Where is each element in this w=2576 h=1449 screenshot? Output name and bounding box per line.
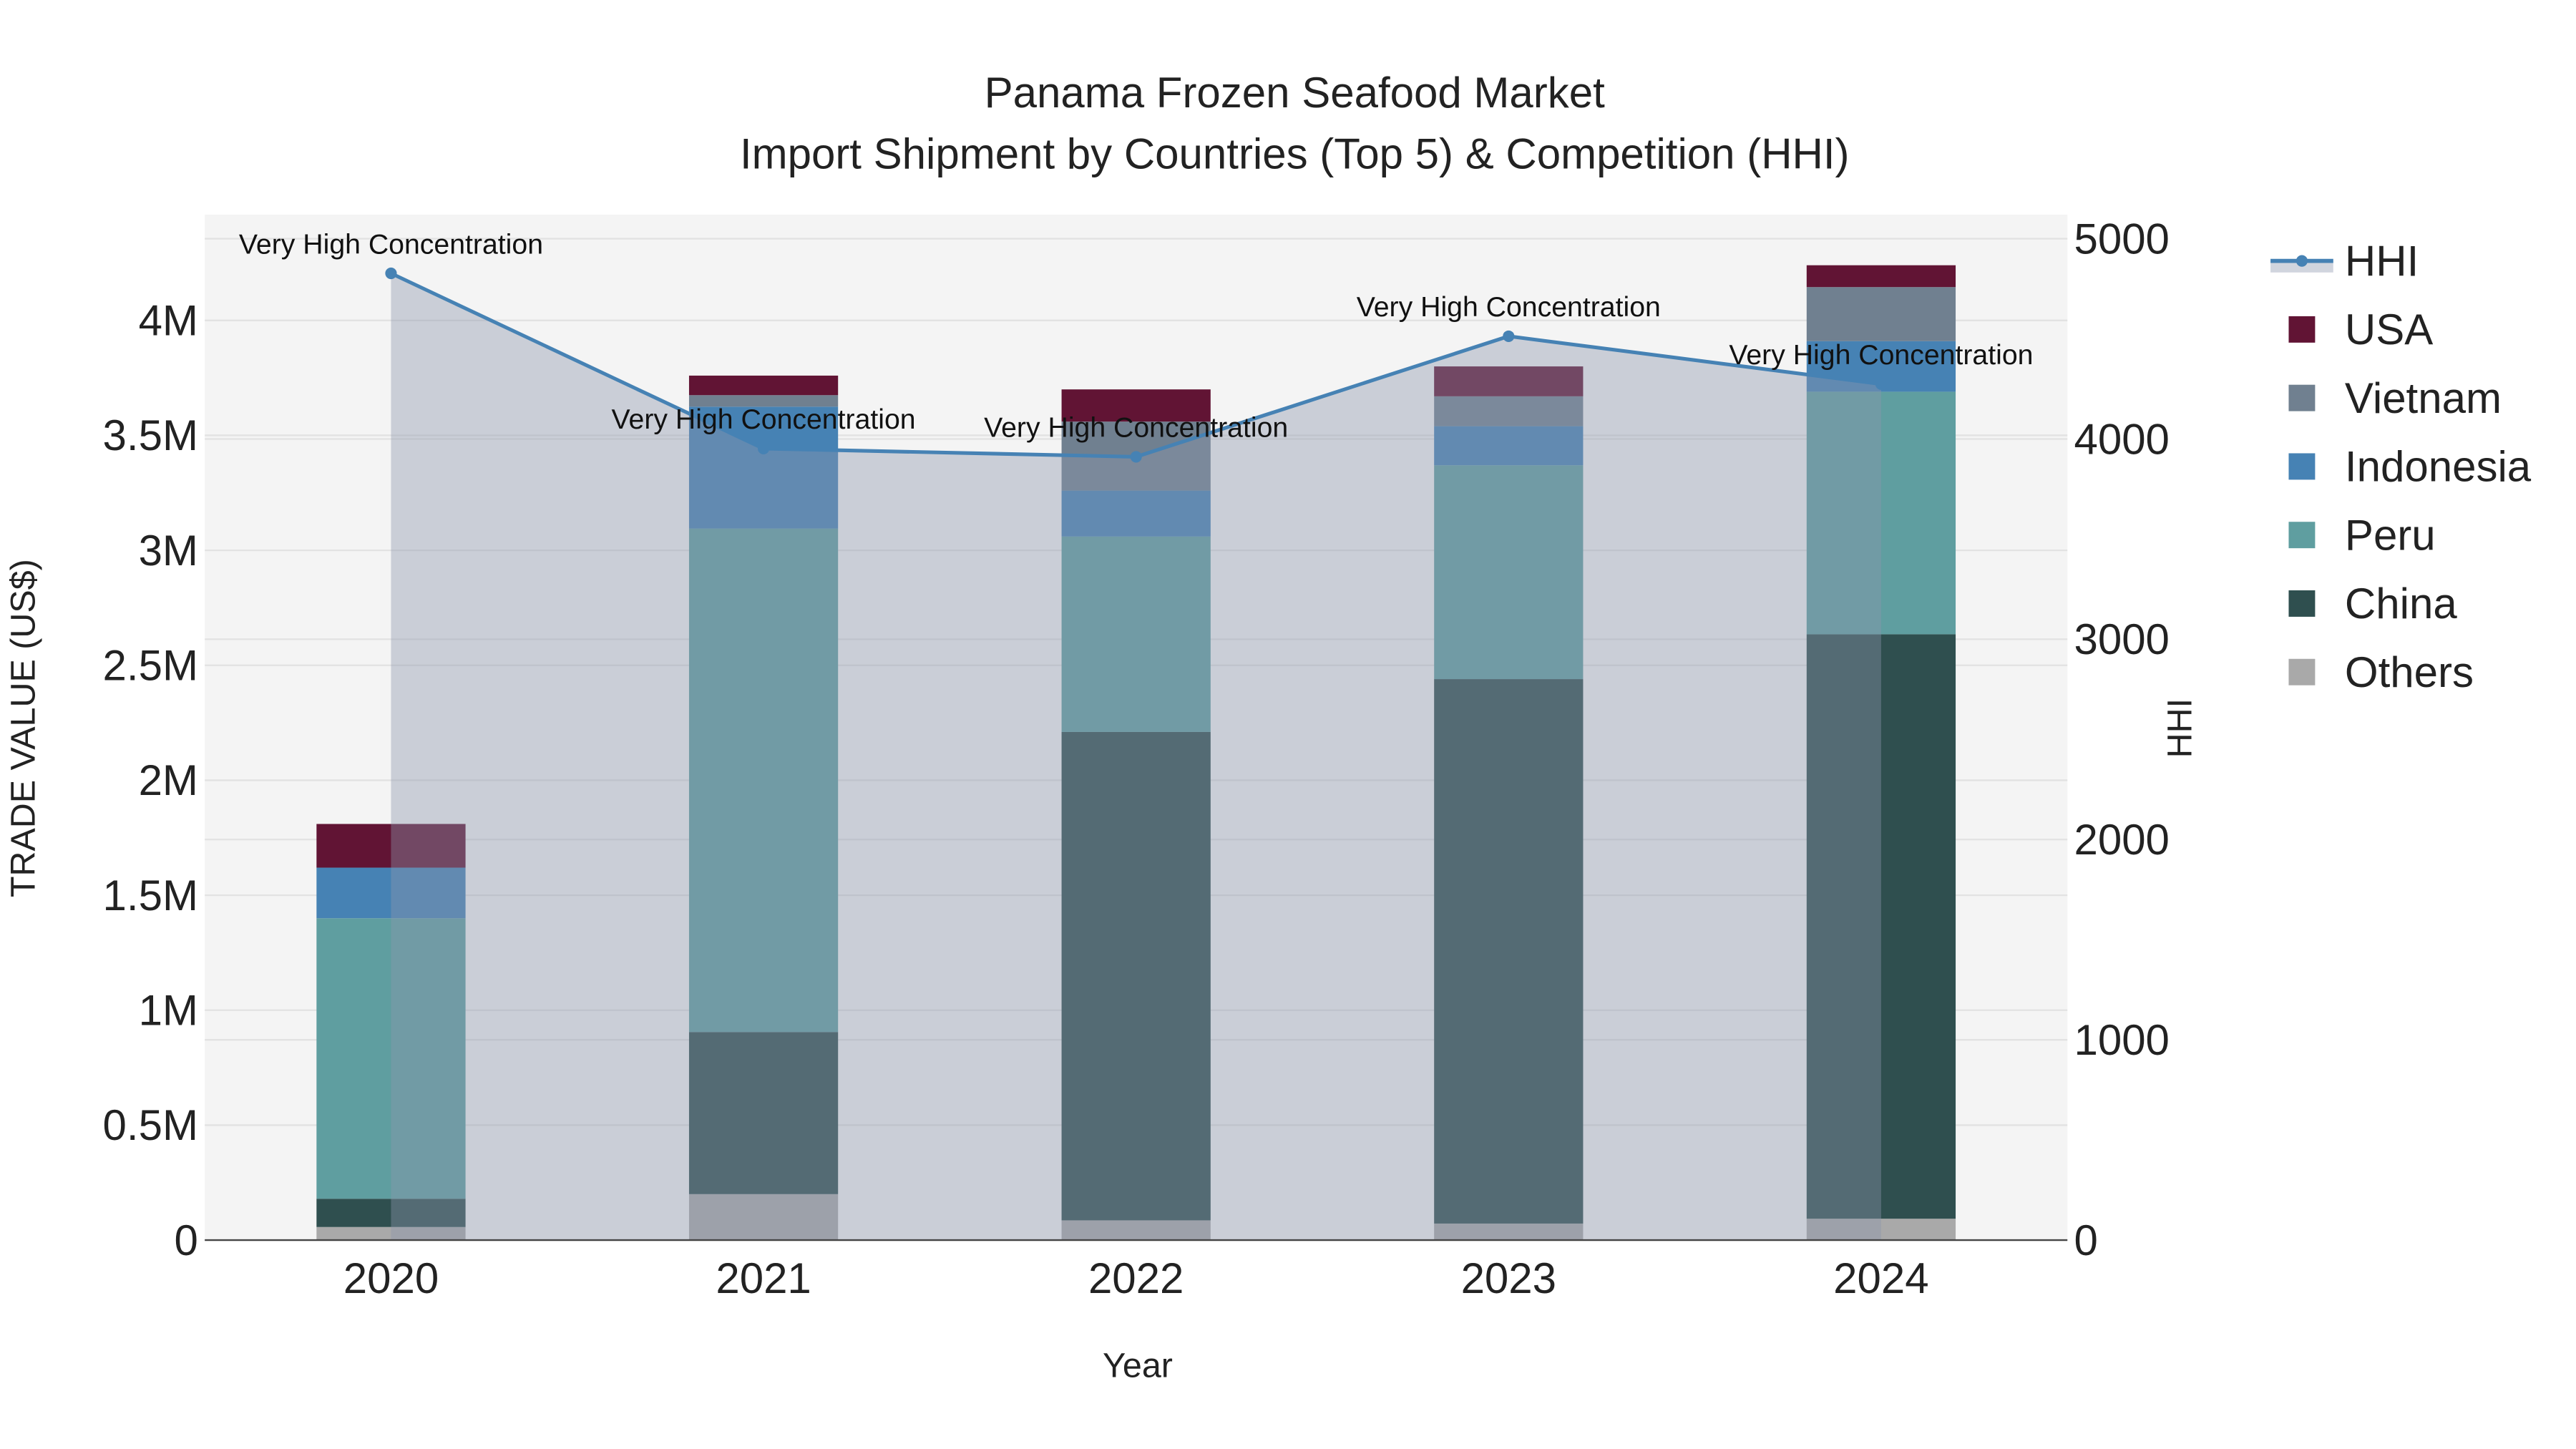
y2-tick-label: 3000 — [2074, 615, 2169, 663]
legend-item-others: Others — [2288, 648, 2474, 696]
bar-china-2022 — [1061, 731, 1211, 1221]
bar-peru-2020 — [316, 918, 466, 1199]
hhi-annotation: Very High Concentration — [984, 412, 1288, 444]
chart-subtitle: Import Shipment by Countries (Top 5) & C… — [740, 130, 1850, 177]
bar-indonesia-2022 — [1061, 490, 1211, 537]
y-tick-label: 4M — [139, 297, 198, 345]
legend-label: Indonesia — [2345, 443, 2532, 491]
legend-label: USA — [2345, 306, 2433, 353]
y-tick-label: 2.5M — [103, 642, 198, 690]
chart-title: Panama Frozen Seafood Market — [985, 69, 1605, 117]
hhi-point-2022 — [1130, 451, 1142, 463]
hhi-point-2024 — [1875, 378, 1887, 390]
legend-swatch-others — [2288, 658, 2316, 686]
legend-item-peru: Peru — [2288, 511, 2436, 559]
legend-swatch-usa — [2288, 316, 2316, 343]
legend-item-indonesia: Indonesia — [2288, 443, 2532, 491]
legend-label: Peru — [2345, 511, 2436, 559]
hhi-annotation: Very High Concentration — [1729, 339, 2033, 371]
hhi-area — [391, 273, 1881, 1241]
bar-vietnam-2024 — [1806, 287, 1956, 341]
x-tick-label: 2021 — [716, 1254, 811, 1302]
hhi-annotation: Very High Concentration — [612, 404, 916, 435]
y-tick-label: 1M — [139, 987, 198, 1035]
legend-swatch-china — [2288, 590, 2316, 617]
legend-item-china: China — [2288, 580, 2457, 628]
legend-label: Others — [2345, 648, 2474, 696]
bar-china-2023 — [1434, 679, 1584, 1224]
y-tick-label: 1.5M — [103, 872, 198, 919]
y2-tick-label: 4000 — [2074, 415, 2169, 463]
legend-item-hhi: HHI — [2270, 237, 2419, 285]
legend-swatch-indonesia — [2288, 453, 2316, 480]
x-tick-label: 2024 — [1833, 1254, 1928, 1302]
legend-item-vietnam: Vietnam — [2288, 374, 2502, 422]
bar-peru-2023 — [1434, 465, 1584, 680]
x-tick-label: 2020 — [343, 1254, 439, 1302]
bar-peru-2022 — [1061, 536, 1211, 732]
bar-indonesia-2020 — [316, 867, 466, 919]
y-tick-label: 2M — [139, 756, 198, 804]
y2-tick-label: 0 — [2074, 1216, 2097, 1264]
bar-others-2024 — [1806, 1219, 1956, 1241]
bar-usa-2021 — [688, 375, 839, 396]
legend-label: China — [2345, 580, 2457, 628]
hhi-annotation: Very High Concentration — [1357, 291, 1661, 323]
legend-item-usa: USA — [2288, 306, 2433, 353]
y2-axis-label: HHI — [2160, 698, 2199, 758]
y-tick-label: 3M — [139, 527, 198, 575]
hhi-point-2020 — [385, 267, 397, 280]
bar-usa-2020 — [316, 824, 466, 868]
bar-others-2020 — [316, 1226, 466, 1241]
y2-tick-label: 5000 — [2074, 215, 2169, 263]
bar-china-2020 — [316, 1199, 466, 1227]
legend-label: Vietnam — [2345, 374, 2502, 422]
bar-indonesia-2023 — [1434, 426, 1584, 466]
y2-tick-label: 2000 — [2074, 816, 2169, 864]
x-tick-label: 2022 — [1088, 1254, 1184, 1302]
bar-vietnam-2023 — [1434, 396, 1584, 426]
bar-china-2021 — [688, 1032, 839, 1194]
bar-peru-2024 — [1806, 391, 1956, 635]
hhi-point-2021 — [758, 442, 770, 454]
y-tick-label: 3.5M — [103, 411, 198, 459]
legend-swatch-peru — [2288, 522, 2316, 549]
x-axis-label: Year — [1103, 1347, 1173, 1385]
legend-swatch-hhi-marker — [2296, 255, 2308, 267]
x-tick-label: 2023 — [1461, 1254, 1556, 1302]
legend-swatch-vietnam — [2288, 384, 2316, 411]
y-tick-label: 0 — [175, 1216, 198, 1264]
bar-others-2023 — [1434, 1223, 1584, 1241]
legend-label: HHI — [2345, 237, 2419, 285]
y2-tick-label: 1000 — [2074, 1016, 2169, 1064]
bar-usa-2022 — [1061, 389, 1211, 422]
bar-vietnam-2021 — [688, 395, 839, 407]
hhi-annotation: Very High Concentration — [239, 228, 543, 260]
y-tick-label: 0.5M — [103, 1101, 198, 1149]
bar-usa-2024 — [1806, 265, 1956, 288]
y-axis-label: TRADE VALUE (US$) — [4, 559, 42, 897]
bar-others-2022 — [1061, 1220, 1211, 1241]
bar-peru-2021 — [688, 528, 839, 1033]
hhi-point-2023 — [1503, 330, 1515, 342]
bar-others-2021 — [688, 1194, 839, 1241]
bar-usa-2023 — [1434, 366, 1584, 396]
bar-china-2024 — [1806, 634, 1956, 1219]
